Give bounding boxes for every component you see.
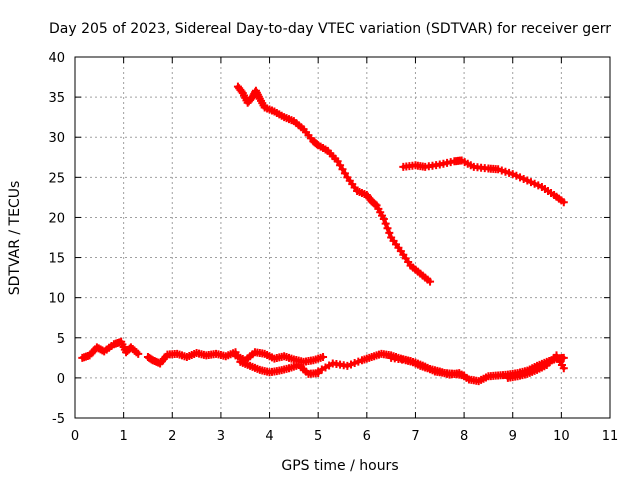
point-arc-9-6 [559,364,568,373]
series-arc-2-markers [399,156,568,207]
series-arc-4-markers [143,348,240,368]
marker-arc-1-20-3 [385,228,394,237]
series-arc-8-markers [387,353,469,380]
point-arc-3-8 [134,349,143,358]
y-tick-label-8: 35 [48,91,65,106]
marker-arc-1-14-3 [340,169,349,178]
x-tick-label-3: 3 [217,429,225,444]
x-tick-label-11: 11 [602,429,619,444]
marker-arc-1-20-2 [383,224,392,233]
series-layer [78,82,568,386]
point-arc-1-25 [426,277,435,286]
y-tick-label-5: 20 [48,211,65,226]
x-tick-label-5: 5 [314,429,322,444]
point-arc-1-20 [379,215,388,224]
y-tick-label-6: 25 [48,171,65,186]
x-tick-label-8: 8 [460,429,468,444]
y-tick-label-0: -5 [52,412,65,427]
marker-arc-1-0-3 [237,87,246,96]
y-tick-label-7: 30 [48,131,65,146]
y-tick-label-1: 0 [57,372,65,387]
x-tick-label-10: 10 [553,429,570,444]
x-tick-label-0: 0 [71,429,79,444]
y-tick-label-9: 40 [48,51,65,66]
y-tick-label-2: 5 [57,332,65,347]
series-arc-3-markers [78,337,143,362]
axis-layer: 0 1 2 3 4 5 6 7 8 9 10 11 -5 0 5 10 15 20 25 30 35 40 [48,51,618,444]
marker-arc-1-14-2 [338,165,347,174]
point-arc-1-14 [333,157,342,166]
x-tick-label-9: 9 [509,429,517,444]
point-arc-5-9 [319,353,328,362]
y-axis-label: SDTVAR / TECUs [7,181,23,296]
chart-title: Day 205 of 2023, Sidereal Day-to-day VTE… [49,21,611,37]
point-arc-8-7 [460,371,469,380]
marker-arc-1-20-1 [381,219,390,228]
x-tick-label-6: 6 [363,429,371,444]
marker-arc-1-14-1 [336,161,345,170]
y-tick-label-3: 10 [48,292,65,307]
plot-frame [74,56,611,419]
x-tick-label-4: 4 [265,429,273,444]
y-tick-label-4: 15 [48,252,65,267]
x-tick-label-1: 1 [119,429,127,444]
point-arc-2-13 [559,198,568,207]
x-axis-label: GPS time / hours [281,458,398,474]
x-tick-label-2: 2 [168,429,176,444]
series-arc-5-markers [231,348,328,366]
series-arc-1-markers [233,82,435,286]
x-tick-label-7: 7 [411,429,419,444]
series-arc-7-markers [314,349,568,386]
marker-arc-1-18-3 [371,200,380,209]
series-arc-9-markers [503,351,568,382]
